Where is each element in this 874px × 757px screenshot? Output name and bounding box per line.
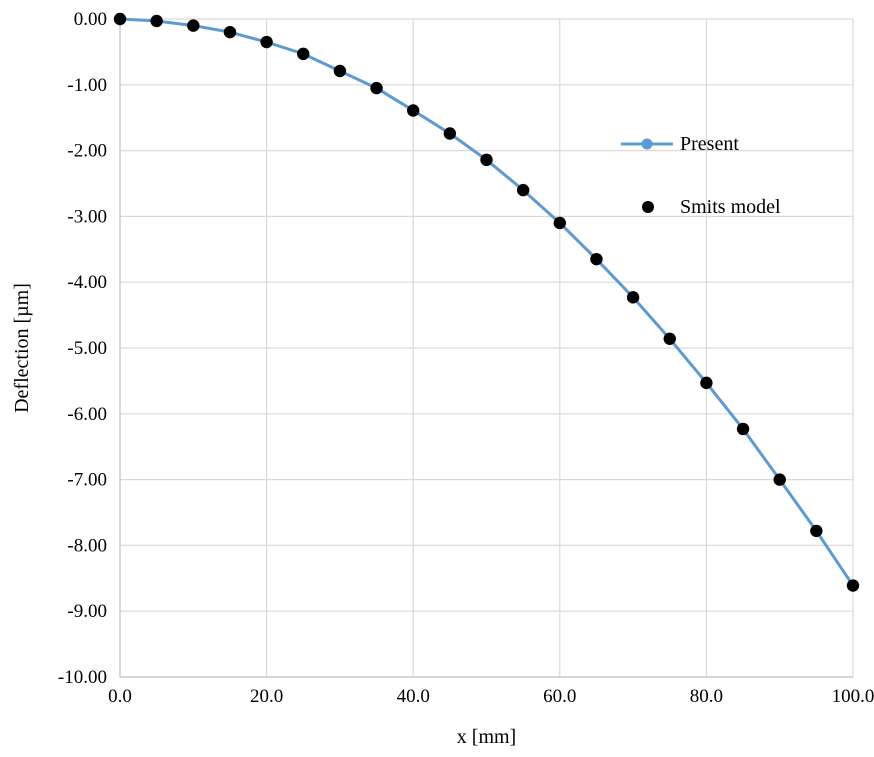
data-point-smits (773, 473, 786, 486)
y-tick-label: 0.00 (74, 9, 107, 30)
data-point-smits (333, 64, 347, 78)
y-axis-title: Deflection [µm] (11, 283, 33, 413)
x-tick-label: 80.0 (690, 686, 723, 707)
data-point-smits (736, 422, 750, 436)
y-tick-label: -8.00 (67, 535, 107, 556)
tick-labels: 0.00 -1.00 -2.00 -3.00 -4.00 -5.00 -6.00 -7.00 -… (58, 9, 874, 707)
data-point-smits (516, 183, 530, 197)
legend: Present Smits model (621, 133, 781, 218)
x-tick-label: 20.0 (250, 686, 283, 707)
legend-label: Present (680, 133, 739, 155)
x-tick-label: 0.0 (108, 686, 132, 707)
x-tick-label: 60.0 (543, 686, 576, 707)
data-point-smits (810, 524, 823, 538)
series-line-present (119, 17, 855, 587)
data-point-smits (150, 14, 163, 28)
axes (119, 19, 853, 678)
y-tick-label: -2.00 (67, 141, 107, 162)
data-point-smits (590, 252, 603, 266)
data-point-smits (370, 81, 383, 95)
y-tick-label: -1.00 (67, 75, 107, 96)
y-tick-label: -5.00 (67, 338, 107, 359)
y-tick-label: -10.00 (58, 667, 107, 688)
data-point-smits (846, 579, 860, 592)
x-axis-title: x [mm] (457, 726, 516, 748)
data-point-smits (113, 12, 127, 26)
x-tick-label: 100.0 (832, 686, 874, 707)
series (113, 12, 860, 592)
y-tick-label: -6.00 (67, 404, 107, 425)
data-point-smits (187, 19, 200, 32)
data-point-smits (407, 104, 420, 117)
legend-label: Smits model (680, 196, 781, 218)
data-point-smits (553, 216, 566, 230)
y-tick-label: -3.00 (67, 206, 107, 227)
y-tick-label: -4.00 (67, 272, 107, 293)
data-point-smits (700, 376, 713, 390)
axis-titles: x [mm] Deflection [µm] (11, 283, 516, 748)
data-point-smits (443, 127, 457, 140)
y-tick-label: -9.00 (67, 601, 107, 622)
data-point-smits (663, 332, 676, 345)
legend-marker-smits (642, 201, 654, 213)
data-point-smits (626, 291, 640, 304)
y-tick-label: -7.00 (67, 470, 107, 491)
data-point-smits (480, 153, 493, 167)
data-point-smits (223, 25, 237, 39)
legend-marker-present (641, 138, 653, 150)
x-tick-label: 40.0 (397, 686, 430, 707)
grid (120, 18, 854, 677)
data-point-smits (297, 47, 310, 61)
data-point-smits (260, 35, 273, 49)
